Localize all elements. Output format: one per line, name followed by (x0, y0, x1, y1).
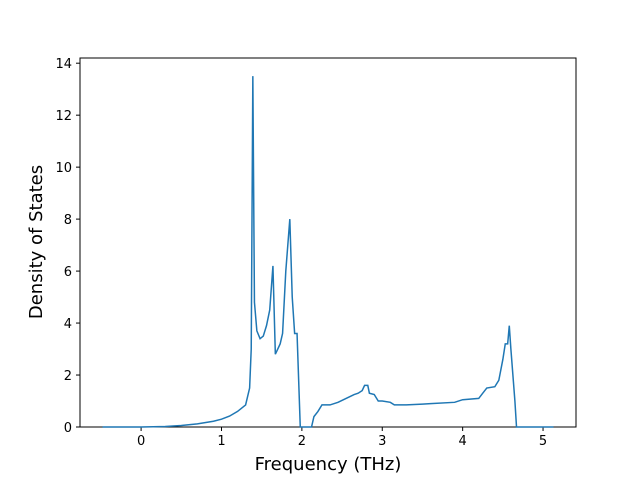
y-tick-label: 10 (55, 161, 72, 176)
x-tick-label: 0 (137, 434, 145, 449)
y-tick-label: 6 (64, 265, 72, 280)
y-tick-label: 4 (64, 317, 72, 332)
x-tick-label: 2 (298, 434, 306, 449)
y-tick-label: 12 (55, 109, 72, 124)
plot-frame (79, 57, 577, 428)
x-tick-label: 3 (378, 434, 386, 449)
x-tick-label: 4 (459, 434, 467, 449)
y-tick-label: 14 (55, 57, 72, 72)
y-axis-label: Density of States (26, 165, 47, 319)
x-tick-label: 5 (539, 434, 547, 449)
x-axis-label: Frequency (THz) (255, 454, 402, 475)
y-tick-label: 2 (64, 369, 72, 384)
line-series (102, 76, 554, 428)
x-tick-label: 1 (217, 434, 225, 449)
y-tick-label: 8 (64, 213, 72, 228)
y-tick-label: 0 (64, 421, 72, 436)
